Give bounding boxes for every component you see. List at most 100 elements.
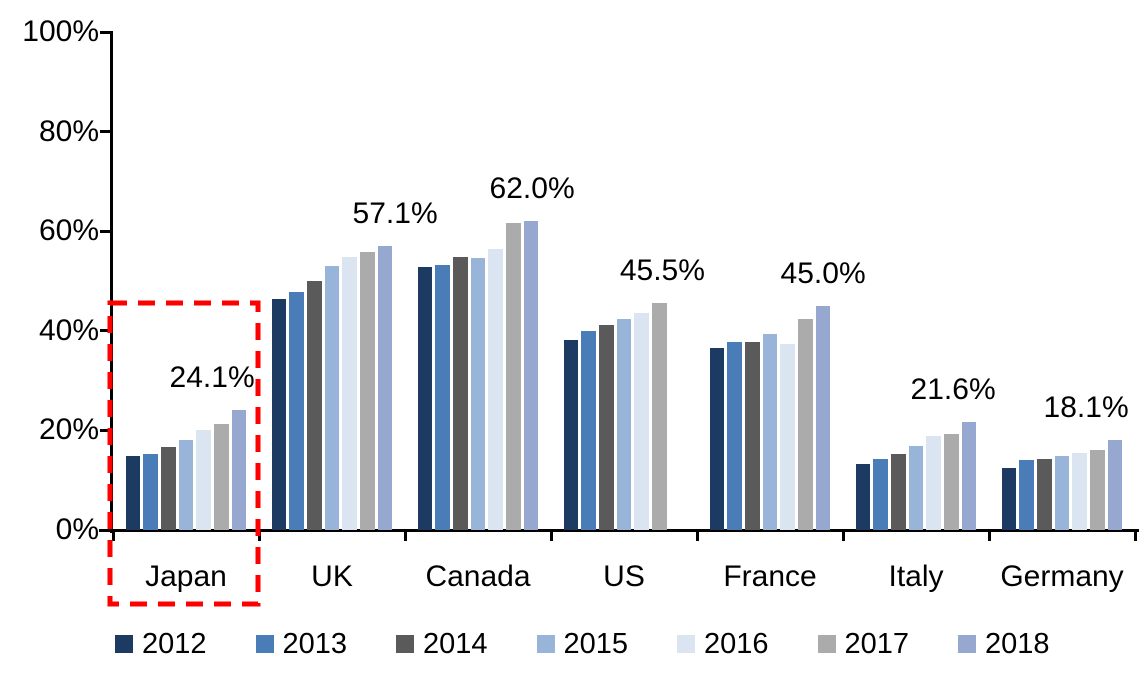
data-label-us: 45.5% (619, 254, 705, 288)
bar-italy-2012 (855, 464, 871, 530)
bar-italy-2018 (961, 422, 977, 530)
y-axis-tick-label: 100% (22, 15, 99, 48)
bar-japan-2018 (231, 409, 247, 530)
bar-japan-2015 (178, 439, 194, 530)
bar-canada-2013 (435, 264, 450, 530)
bar-germany-2013 (1019, 460, 1034, 530)
bar-canada-2016 (488, 249, 503, 530)
bar-us-2012 (563, 339, 579, 530)
bar-canada-2015 (470, 258, 486, 530)
data-label-france: 45.0% (780, 256, 866, 290)
bar-canada-2018 (523, 221, 539, 530)
bar-uk-2017 (360, 251, 375, 530)
bar-italy-2017 (944, 434, 959, 530)
y-axis-line (110, 32, 113, 533)
bar-france-2018 (815, 305, 831, 530)
data-label-uk: 57.1% (352, 196, 438, 230)
bar-japan-2012 (125, 455, 141, 530)
x-axis-tick-mark (1133, 529, 1137, 541)
category-label-us: US (603, 560, 645, 593)
legend-swatch-2013 (255, 635, 274, 653)
bar-france-2015 (762, 334, 778, 530)
bar-germany-2018 (1107, 439, 1123, 530)
bar-japan-2013 (143, 454, 158, 530)
data-label-italy: 21.6% (910, 373, 996, 407)
category-label-france: France (723, 560, 817, 593)
x-axis-tick-mark (257, 529, 261, 541)
bar-uk-2016 (342, 257, 357, 530)
legend-swatch-2017 (817, 635, 836, 653)
bar-germany-2014 (1037, 458, 1052, 530)
legend-label-2014: 2014 (423, 628, 488, 660)
y-axis-tick-label: 0% (55, 513, 99, 546)
bar-germany-2015 (1054, 455, 1070, 530)
legend-label-2016: 2016 (704, 628, 769, 660)
bar-germany-2017 (1090, 450, 1105, 530)
y-axis-tick-label: 60% (38, 214, 99, 248)
category-label-canada: Canada (425, 560, 531, 593)
bar-italy-2015 (908, 445, 924, 530)
bar-us-2015 (616, 319, 632, 530)
bar-japan-2014 (161, 446, 176, 530)
y-axis-tick-label: 40% (38, 313, 99, 347)
bar-france-2012 (709, 348, 725, 530)
y-axis-tick-mark (100, 130, 113, 134)
bar-us-2014 (599, 324, 614, 530)
bar-us-2016 (634, 312, 649, 530)
data-label-germany: 18.1% (1043, 390, 1129, 424)
bar-france-2016 (780, 344, 795, 530)
legend-swatch-2016 (677, 635, 695, 653)
legend-label-2012: 2012 (142, 628, 207, 660)
legend-swatch-2015 (536, 635, 555, 653)
bar-italy-2016 (926, 435, 941, 530)
y-axis-tick-mark (100, 229, 113, 233)
bar-canada-2014 (453, 257, 468, 530)
y-axis-tick-mark (100, 30, 113, 34)
bar-canada-2017 (506, 223, 521, 530)
bar-us-2017 (652, 303, 667, 530)
legend-swatch-2014 (396, 635, 414, 653)
bar-uk-2013 (289, 292, 304, 530)
bar-italy-2014 (891, 453, 906, 530)
x-axis-tick-mark (987, 529, 991, 541)
legend-item-2017: 2017 (817, 628, 910, 660)
y-axis-tick-label: 20% (38, 413, 99, 447)
bar-uk-2012 (271, 299, 287, 530)
bar-us-2013 (581, 330, 596, 530)
legend-label-2013: 2013 (282, 628, 348, 660)
bar-uk-2018 (377, 245, 393, 530)
x-axis-line (99, 529, 1139, 532)
category-label-italy: Italy (888, 560, 944, 593)
y-axis-tick-mark (100, 329, 113, 333)
legend-item-2012: 2012 (115, 629, 207, 659)
bar-japan-2017 (214, 424, 229, 530)
category-label-germany: Germany (1000, 560, 1124, 593)
bar-uk-2014 (307, 281, 322, 530)
legend-swatch-2012 (115, 635, 133, 653)
bar-germany-2016 (1072, 452, 1087, 530)
legend-item-2016: 2016 (677, 629, 769, 659)
bar-france-2013 (727, 342, 742, 530)
bar-canada-2012 (417, 266, 433, 530)
x-axis-tick-mark (111, 529, 115, 541)
x-axis-tick-mark (549, 529, 553, 541)
legend-label-2017: 2017 (844, 628, 910, 660)
x-axis-tick-mark (841, 529, 845, 541)
legend-item-2018: 2018 (958, 629, 1050, 659)
legend-swatch-2018 (958, 635, 976, 653)
legend-item-2014: 2014 (396, 629, 488, 659)
bar-japan-2016 (196, 430, 211, 530)
legend-label-2015: 2015 (563, 628, 629, 660)
y-axis-tick-mark (100, 428, 113, 432)
y-axis-tick-label: 80% (38, 114, 99, 148)
category-label-uk: UK (311, 560, 353, 593)
bar-italy-2013 (873, 459, 888, 530)
data-label-japan: 24.1% (169, 360, 255, 394)
bar-france-2014 (745, 342, 760, 530)
x-axis-tick-mark (403, 529, 407, 541)
category-label-japan: Japan (145, 560, 227, 593)
bar-uk-2015 (324, 265, 340, 530)
legend-item-2013: 2013 (255, 628, 348, 660)
data-label-canada: 62.0% (489, 172, 575, 206)
